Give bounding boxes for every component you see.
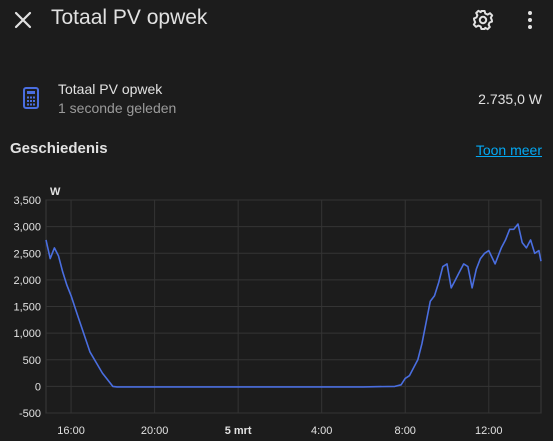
calculator-icon — [23, 87, 39, 109]
x-tick-label: 16:00 — [57, 425, 85, 437]
entity-row[interactable]: Totaal PV opwek 1 seconde geleden 2.735,… — [0, 72, 553, 124]
x-tick-label: 4:00 — [311, 425, 332, 437]
x-tick-label: 5 mrt — [225, 425, 252, 437]
x-tick-label: 12:00 — [475, 425, 503, 437]
dialog-title: Totaal PV opwek — [51, 6, 208, 29]
show-more-link[interactable]: Toon meer — [475, 142, 542, 158]
y-tick-label: 0 — [35, 381, 41, 393]
more-vertical-icon — [528, 11, 532, 29]
entity-name: Totaal PV opwek — [58, 81, 163, 97]
history-chart[interactable]: W 3,500 3,000 2,500 2,000 1,500 1,000 500 0 -500… — [0, 178, 553, 441]
x-tick-label: 8:00 — [395, 425, 416, 437]
close-icon — [14, 11, 32, 29]
x-axis-ticks: 16:00 20:00 5 mrt 4:00 8:00 12:00 — [57, 425, 502, 437]
series-line — [45, 223, 542, 388]
y-axis-unit: W — [50, 186, 61, 198]
y-tick-label: 2,000 — [13, 275, 41, 287]
dialog-header: Totaal PV opwek — [0, 0, 553, 40]
entity-last-changed: 1 seconde geleden — [58, 100, 177, 116]
x-tick-label: 20:00 — [141, 425, 169, 437]
y-tick-label: 3,000 — [13, 222, 41, 234]
chart-grid — [45, 199, 542, 414]
settings-button[interactable] — [470, 7, 496, 33]
history-heading: Geschiedenis — [10, 140, 108, 157]
y-axis-ticks: 3,500 3,000 2,500 2,000 1,500 1,000 500 0 -500 — [13, 195, 41, 420]
y-tick-label: -500 — [19, 408, 41, 420]
close-button[interactable] — [10, 7, 36, 33]
y-tick-label: 3,500 — [13, 195, 41, 207]
y-tick-label: 1,500 — [13, 302, 41, 314]
entity-state: 2.735,0 W — [478, 91, 542, 107]
y-tick-label: 1,000 — [13, 328, 41, 340]
y-tick-label: 2,500 — [13, 248, 41, 260]
gear-icon — [472, 9, 494, 31]
more-menu-button[interactable] — [517, 7, 543, 33]
y-tick-label: 500 — [23, 355, 41, 367]
